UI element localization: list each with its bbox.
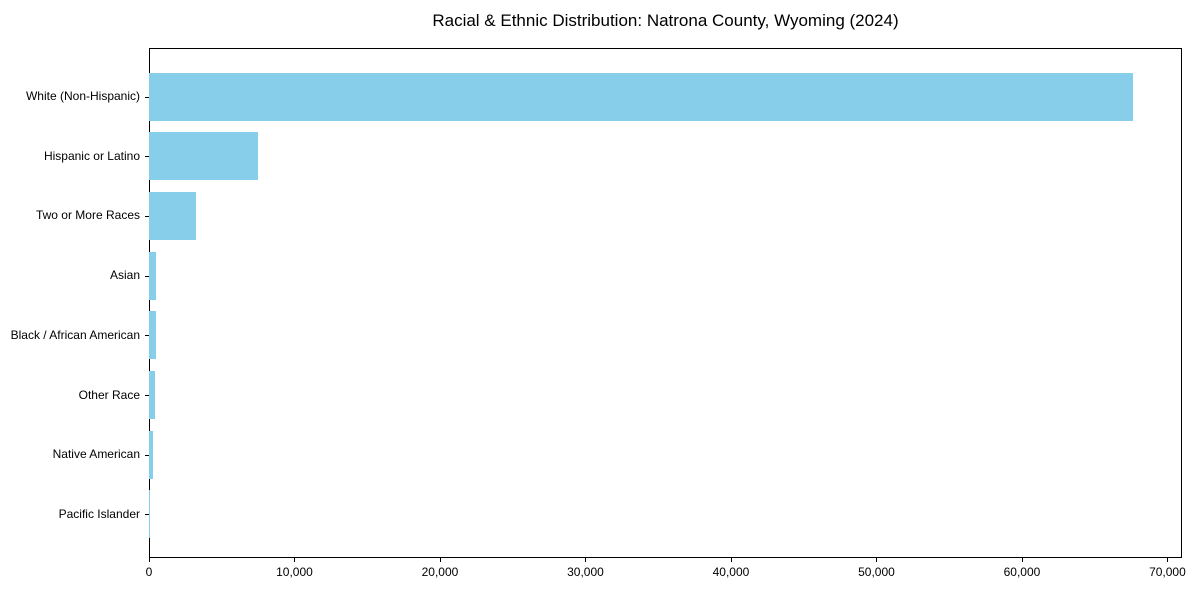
y-tick-hispanic-or-latino xyxy=(145,156,149,158)
x-tick-50000 xyxy=(876,558,878,562)
y-tick-white-non-hispanic xyxy=(145,96,149,98)
y-tick-label-hispanic-or-latino: Hispanic or Latino xyxy=(43,148,140,163)
y-tick-label-pacific-islander: Pacific Islander xyxy=(58,506,140,521)
x-tick-label-10000: 10,000 xyxy=(276,565,313,579)
x-tick-60000 xyxy=(1021,558,1023,562)
y-tick-asian xyxy=(145,275,149,277)
y-tick-label-white-non-hispanic: White (Non-Hispanic) xyxy=(25,89,140,103)
x-tick-20000 xyxy=(439,558,441,562)
x-tick-label-0: 0 xyxy=(145,565,153,579)
y-tick-label-native-american: Native American xyxy=(52,447,140,462)
y-tick-label-other-race: Other Race xyxy=(78,387,140,402)
bar-white-non-hispanic xyxy=(149,72,1133,121)
x-tick-0 xyxy=(149,558,150,562)
chart-title: Racial & Ethnic Distribution: Natrona Co… xyxy=(432,11,899,30)
bar-other-race xyxy=(149,371,155,419)
bar-two-or-more-races xyxy=(149,191,197,240)
y-tick-black-african-american xyxy=(145,335,149,337)
x-tick-label-40000: 40,000 xyxy=(712,565,750,579)
x-tick-label-50000: 50,000 xyxy=(858,565,895,579)
x-tick-40000 xyxy=(730,558,732,562)
x-tick-30000 xyxy=(585,558,587,562)
y-tick-label-black-african-american: Black / African American xyxy=(10,327,140,342)
plot-area xyxy=(149,48,1182,558)
y-tick-pacific-islander xyxy=(145,514,149,516)
y-tick-label-two-or-more-races: Two or More Races xyxy=(35,208,140,223)
bar-hispanic-or-latino xyxy=(149,132,259,181)
x-tick-70000 xyxy=(1167,558,1169,562)
x-tick-label-20000: 20,000 xyxy=(421,565,459,579)
bar-black-african-american xyxy=(149,311,156,360)
x-tick-label-60000: 60,000 xyxy=(1003,565,1041,579)
x-tick-10000 xyxy=(294,558,296,562)
y-tick-label-asian: Asian xyxy=(109,268,140,283)
bar-pacific-islander xyxy=(149,490,150,539)
y-tick-two-or-more-races xyxy=(145,215,149,217)
bar-native-american xyxy=(149,430,153,479)
x-tick-label-30000: 30,000 xyxy=(567,565,604,579)
bar-asian xyxy=(149,251,156,300)
y-tick-native-american xyxy=(145,454,149,456)
y-tick-other-race xyxy=(145,395,149,396)
x-tick-label-70000: 70,000 xyxy=(1149,565,1186,579)
